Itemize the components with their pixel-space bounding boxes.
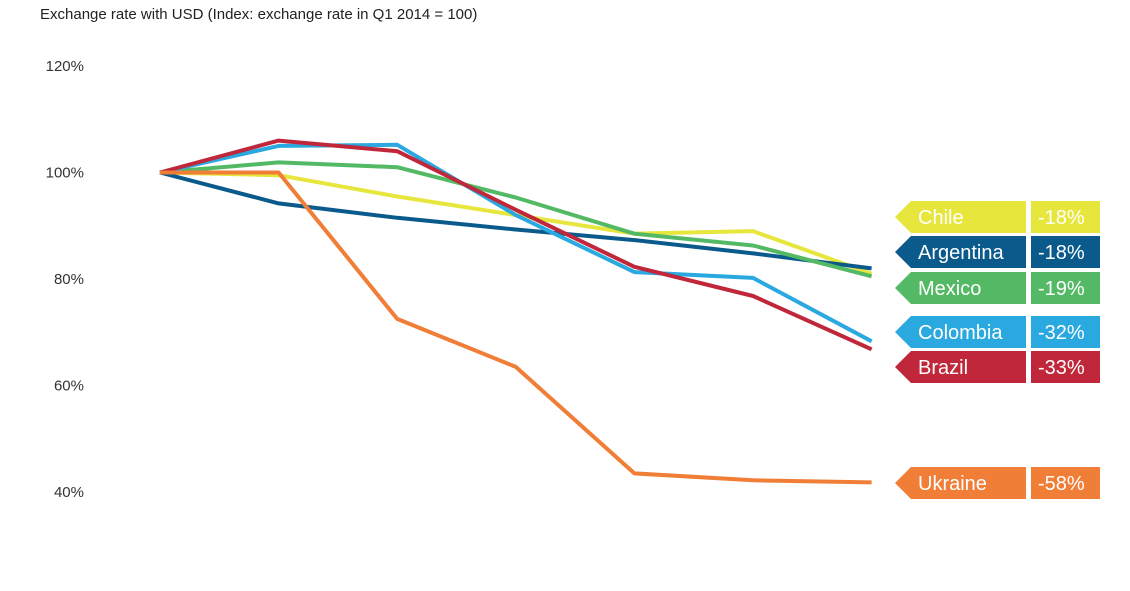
legend-tag-arrow: [895, 316, 1026, 348]
legend-change-value: -32%: [1038, 322, 1085, 344]
legend-tag-arrow: [895, 351, 1026, 383]
legend-series-name: Ukraine: [918, 473, 987, 495]
legend-tag-arrow: [895, 236, 1026, 268]
legend-change-box: [1031, 201, 1100, 233]
y-tick-label: 120%: [46, 58, 84, 75]
legend-tag-chile: Chile -18%: [895, 201, 1100, 233]
legend-change-box: [1031, 467, 1100, 499]
series-lines: [159, 138, 873, 485]
legend-tag-colombia: Colombia -32%: [895, 316, 1100, 348]
legend-change-box: [1031, 272, 1100, 304]
chart-subtitle: Exchange rate with USD (Index: exchange …: [40, 6, 478, 23]
legend-series-name: Chile: [918, 207, 964, 229]
legend-tag-arrow: [895, 272, 1026, 304]
legend-tag-arrow: [895, 467, 1026, 499]
series-line-chile: [159, 170, 873, 276]
legend-series-name: Mexico: [918, 278, 981, 300]
y-axis: 120% 100% 80% 60% 40%: [46, 58, 84, 501]
legend-series-name: Argentina: [918, 242, 1004, 264]
y-tick-label: 80%: [54, 271, 84, 288]
series-line-ukraine: [160, 170, 872, 485]
legend-change-value: -33%: [1038, 357, 1085, 379]
series-legend-tags: Chile -18% Argentina -18% Mexico -19% Colombia…: [895, 201, 1100, 499]
legend-series-name: Brazil: [918, 357, 968, 379]
legend-change-value: -58%: [1038, 473, 1085, 495]
legend-tag-mexico: Mexico -19%: [895, 272, 1100, 304]
legend-series-name: Colombia: [918, 322, 1003, 344]
legend-change-value: -18%: [1038, 242, 1085, 264]
series-line-mexico: [159, 160, 873, 279]
series-line-brazil: [159, 138, 873, 352]
legend-tag-brazil: Brazil -33%: [895, 351, 1100, 383]
legend-change-value: -18%: [1038, 207, 1085, 229]
legend-change-box: [1031, 351, 1100, 383]
legend-tag-argentina: Argentina -18%: [895, 236, 1100, 268]
legend-change-value: -19%: [1038, 278, 1085, 300]
legend-tag-ukraine: Ukraine -58%: [895, 467, 1100, 499]
y-tick-label: 40%: [54, 484, 84, 501]
y-tick-label: 100%: [46, 165, 84, 182]
series-line-colombia: [159, 142, 873, 344]
series-line-argentina: [159, 170, 872, 271]
legend-tag-arrow: [895, 201, 1026, 233]
legend-change-box: [1031, 316, 1100, 348]
y-tick-label: 60%: [54, 378, 84, 395]
legend-change-box: [1031, 236, 1100, 268]
